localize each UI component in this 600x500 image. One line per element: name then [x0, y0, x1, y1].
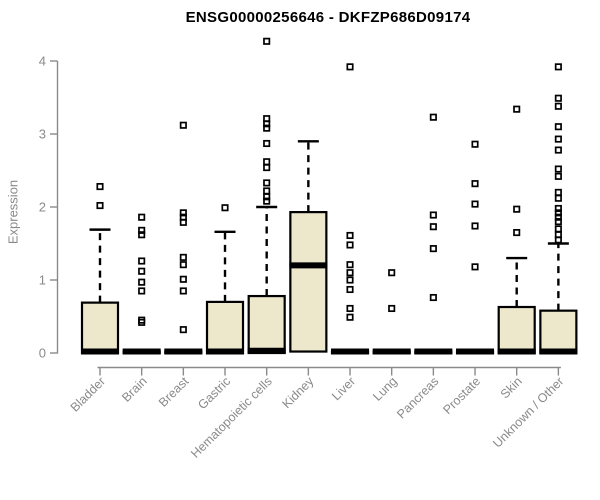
outlier-point — [554, 218, 562, 226]
x-tick-label: Hematopoietic cells — [188, 374, 275, 461]
x-tick-label: Lung — [370, 374, 400, 404]
outlier-point — [346, 313, 354, 321]
outlier-point — [179, 121, 187, 129]
x-tick-label: Skin — [498, 374, 525, 401]
outlier-point — [346, 276, 354, 284]
outlier-point — [263, 164, 271, 172]
outlier-point — [263, 197, 271, 205]
y-tick-label: 0 — [39, 346, 46, 361]
outlier-point — [179, 326, 187, 334]
outlier-point — [346, 63, 354, 71]
outlier-point — [429, 113, 437, 121]
outlier-point — [554, 123, 562, 131]
outlier-point — [263, 158, 271, 166]
x-tick-label: Bladder — [68, 374, 108, 414]
outlier-point — [554, 172, 562, 180]
outlier-point — [388, 269, 396, 277]
outlier-point — [554, 204, 562, 213]
outlier-point — [513, 229, 521, 237]
outlier-point — [429, 211, 437, 219]
outlier-point — [554, 63, 562, 71]
outlier-point — [429, 245, 437, 253]
outlier-point — [554, 209, 562, 217]
outlier-point — [554, 213, 562, 221]
box-kidney — [289, 211, 328, 353]
outlier-point — [471, 263, 479, 271]
outlier-point — [429, 293, 437, 302]
outlier-point — [179, 287, 187, 295]
outlier-point — [138, 316, 146, 324]
y-tick-label: 2 — [39, 200, 46, 215]
box-gastric — [205, 300, 245, 355]
outlier-point — [471, 222, 479, 230]
outlier-point — [554, 102, 562, 110]
outlier-point — [554, 135, 562, 143]
outlier-point — [554, 194, 562, 202]
y-tick-label: 1 — [39, 273, 46, 288]
x-tick-label: Unknown / Other — [490, 374, 566, 450]
outlier-point — [96, 201, 104, 210]
outlier-point — [471, 180, 479, 188]
outlier-point — [346, 261, 354, 269]
outlier-point — [138, 287, 146, 295]
outlier-point — [346, 304, 354, 313]
outlier-point — [346, 231, 354, 240]
x-tick-label: Gastric — [195, 374, 233, 412]
x-tick-label: Breast — [156, 374, 192, 410]
outlier-point — [554, 231, 562, 239]
outlier-point — [179, 275, 187, 283]
outlier-point — [263, 193, 271, 201]
outlier-point — [263, 37, 271, 45]
outlier-point — [138, 213, 146, 221]
box-bladder — [80, 301, 120, 355]
y-tick-label: 3 — [39, 127, 46, 142]
outlier-point — [346, 241, 354, 249]
outlier-point — [554, 94, 562, 102]
outlier-point — [138, 257, 146, 265]
outlier-point — [138, 231, 146, 239]
outlier-point — [471, 140, 479, 148]
outlier-point — [179, 261, 187, 269]
x-tick-label: Brain — [119, 374, 150, 405]
outlier-point — [179, 209, 187, 217]
outlier-point — [221, 204, 229, 212]
outlier-point — [263, 179, 271, 187]
outlier-point — [429, 223, 437, 231]
x-tick-label: Pancreas — [394, 374, 441, 421]
outlier-point — [138, 267, 146, 275]
outlier-point — [513, 205, 521, 213]
outlier-point — [263, 139, 271, 148]
outlier-point — [554, 165, 562, 173]
outlier-point — [179, 213, 187, 221]
box-hematopoietic-cells — [247, 294, 286, 355]
x-tick-label: Prostate — [440, 374, 483, 417]
outlier-point — [346, 285, 354, 294]
outlier-point — [554, 146, 562, 154]
outlier-point — [96, 183, 104, 191]
outlier-point — [388, 304, 396, 313]
outlier-point — [263, 124, 271, 132]
outlier-point — [138, 278, 146, 286]
outlier-point — [554, 225, 562, 233]
outlier-point — [138, 226, 146, 234]
outlier-point — [471, 200, 479, 208]
box-skin — [497, 305, 536, 355]
x-tick-label: Liver — [329, 374, 358, 403]
outlier-point — [263, 187, 271, 195]
outlier-point — [179, 253, 187, 261]
outlier-point — [263, 115, 271, 123]
x-tick-label: Kidney — [280, 374, 317, 411]
box-unknown-other — [539, 309, 578, 355]
outlier-point — [346, 269, 354, 277]
chart-title: ENSG00000256646 - DKFZP686D09174 — [185, 9, 471, 26]
outlier-point — [513, 105, 521, 113]
outlier-point — [554, 188, 562, 196]
y-tick-label: 4 — [39, 54, 46, 69]
